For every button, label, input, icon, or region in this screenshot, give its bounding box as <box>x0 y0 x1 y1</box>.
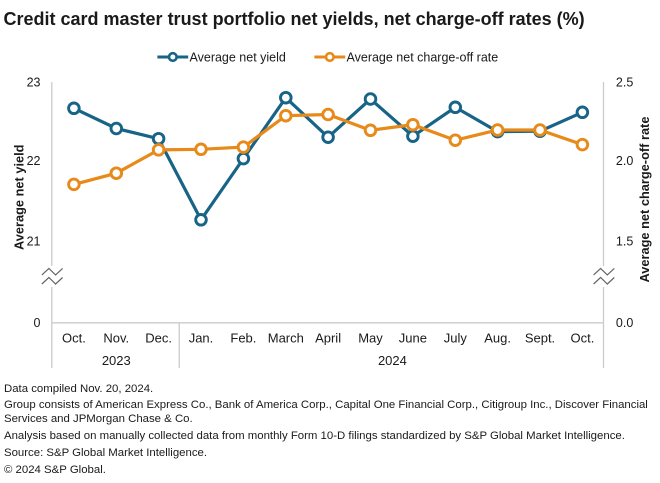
svg-text:June: June <box>399 330 427 345</box>
svg-text:Jan.: Jan. <box>189 330 214 345</box>
svg-text:23: 23 <box>27 75 41 89</box>
svg-text:2.5: 2.5 <box>616 75 633 89</box>
svg-text:Average net charge-off rate: Average net charge-off rate <box>637 117 652 283</box>
svg-text:Nov.: Nov. <box>103 330 129 345</box>
svg-text:0.0: 0.0 <box>616 316 633 330</box>
svg-text:Aug.: Aug. <box>484 330 511 345</box>
svg-text:March: March <box>268 330 304 345</box>
svg-text:Average net yield: Average net yield <box>190 51 286 65</box>
svg-text:May: May <box>358 330 383 345</box>
svg-text:2023: 2023 <box>102 353 131 368</box>
svg-text:Oct.: Oct. <box>62 330 86 345</box>
svg-text:Average net charge-off rate: Average net charge-off rate <box>347 51 499 65</box>
svg-text:2.0: 2.0 <box>616 154 633 168</box>
svg-text:Feb.: Feb. <box>230 330 256 345</box>
svg-text:2024: 2024 <box>378 353 407 368</box>
svg-text:Dec.: Dec. <box>145 330 172 345</box>
svg-text:21: 21 <box>27 234 41 248</box>
svg-text:Oct.: Oct. <box>570 330 594 345</box>
svg-text:Average net yield: Average net yield <box>12 145 27 251</box>
svg-text:Sept.: Sept. <box>525 330 555 345</box>
svg-text:1.5: 1.5 <box>616 234 633 248</box>
svg-text:0: 0 <box>34 316 41 330</box>
svg-text:22: 22 <box>27 154 41 168</box>
svg-text:April: April <box>315 330 341 345</box>
svg-text:July: July <box>444 330 468 345</box>
